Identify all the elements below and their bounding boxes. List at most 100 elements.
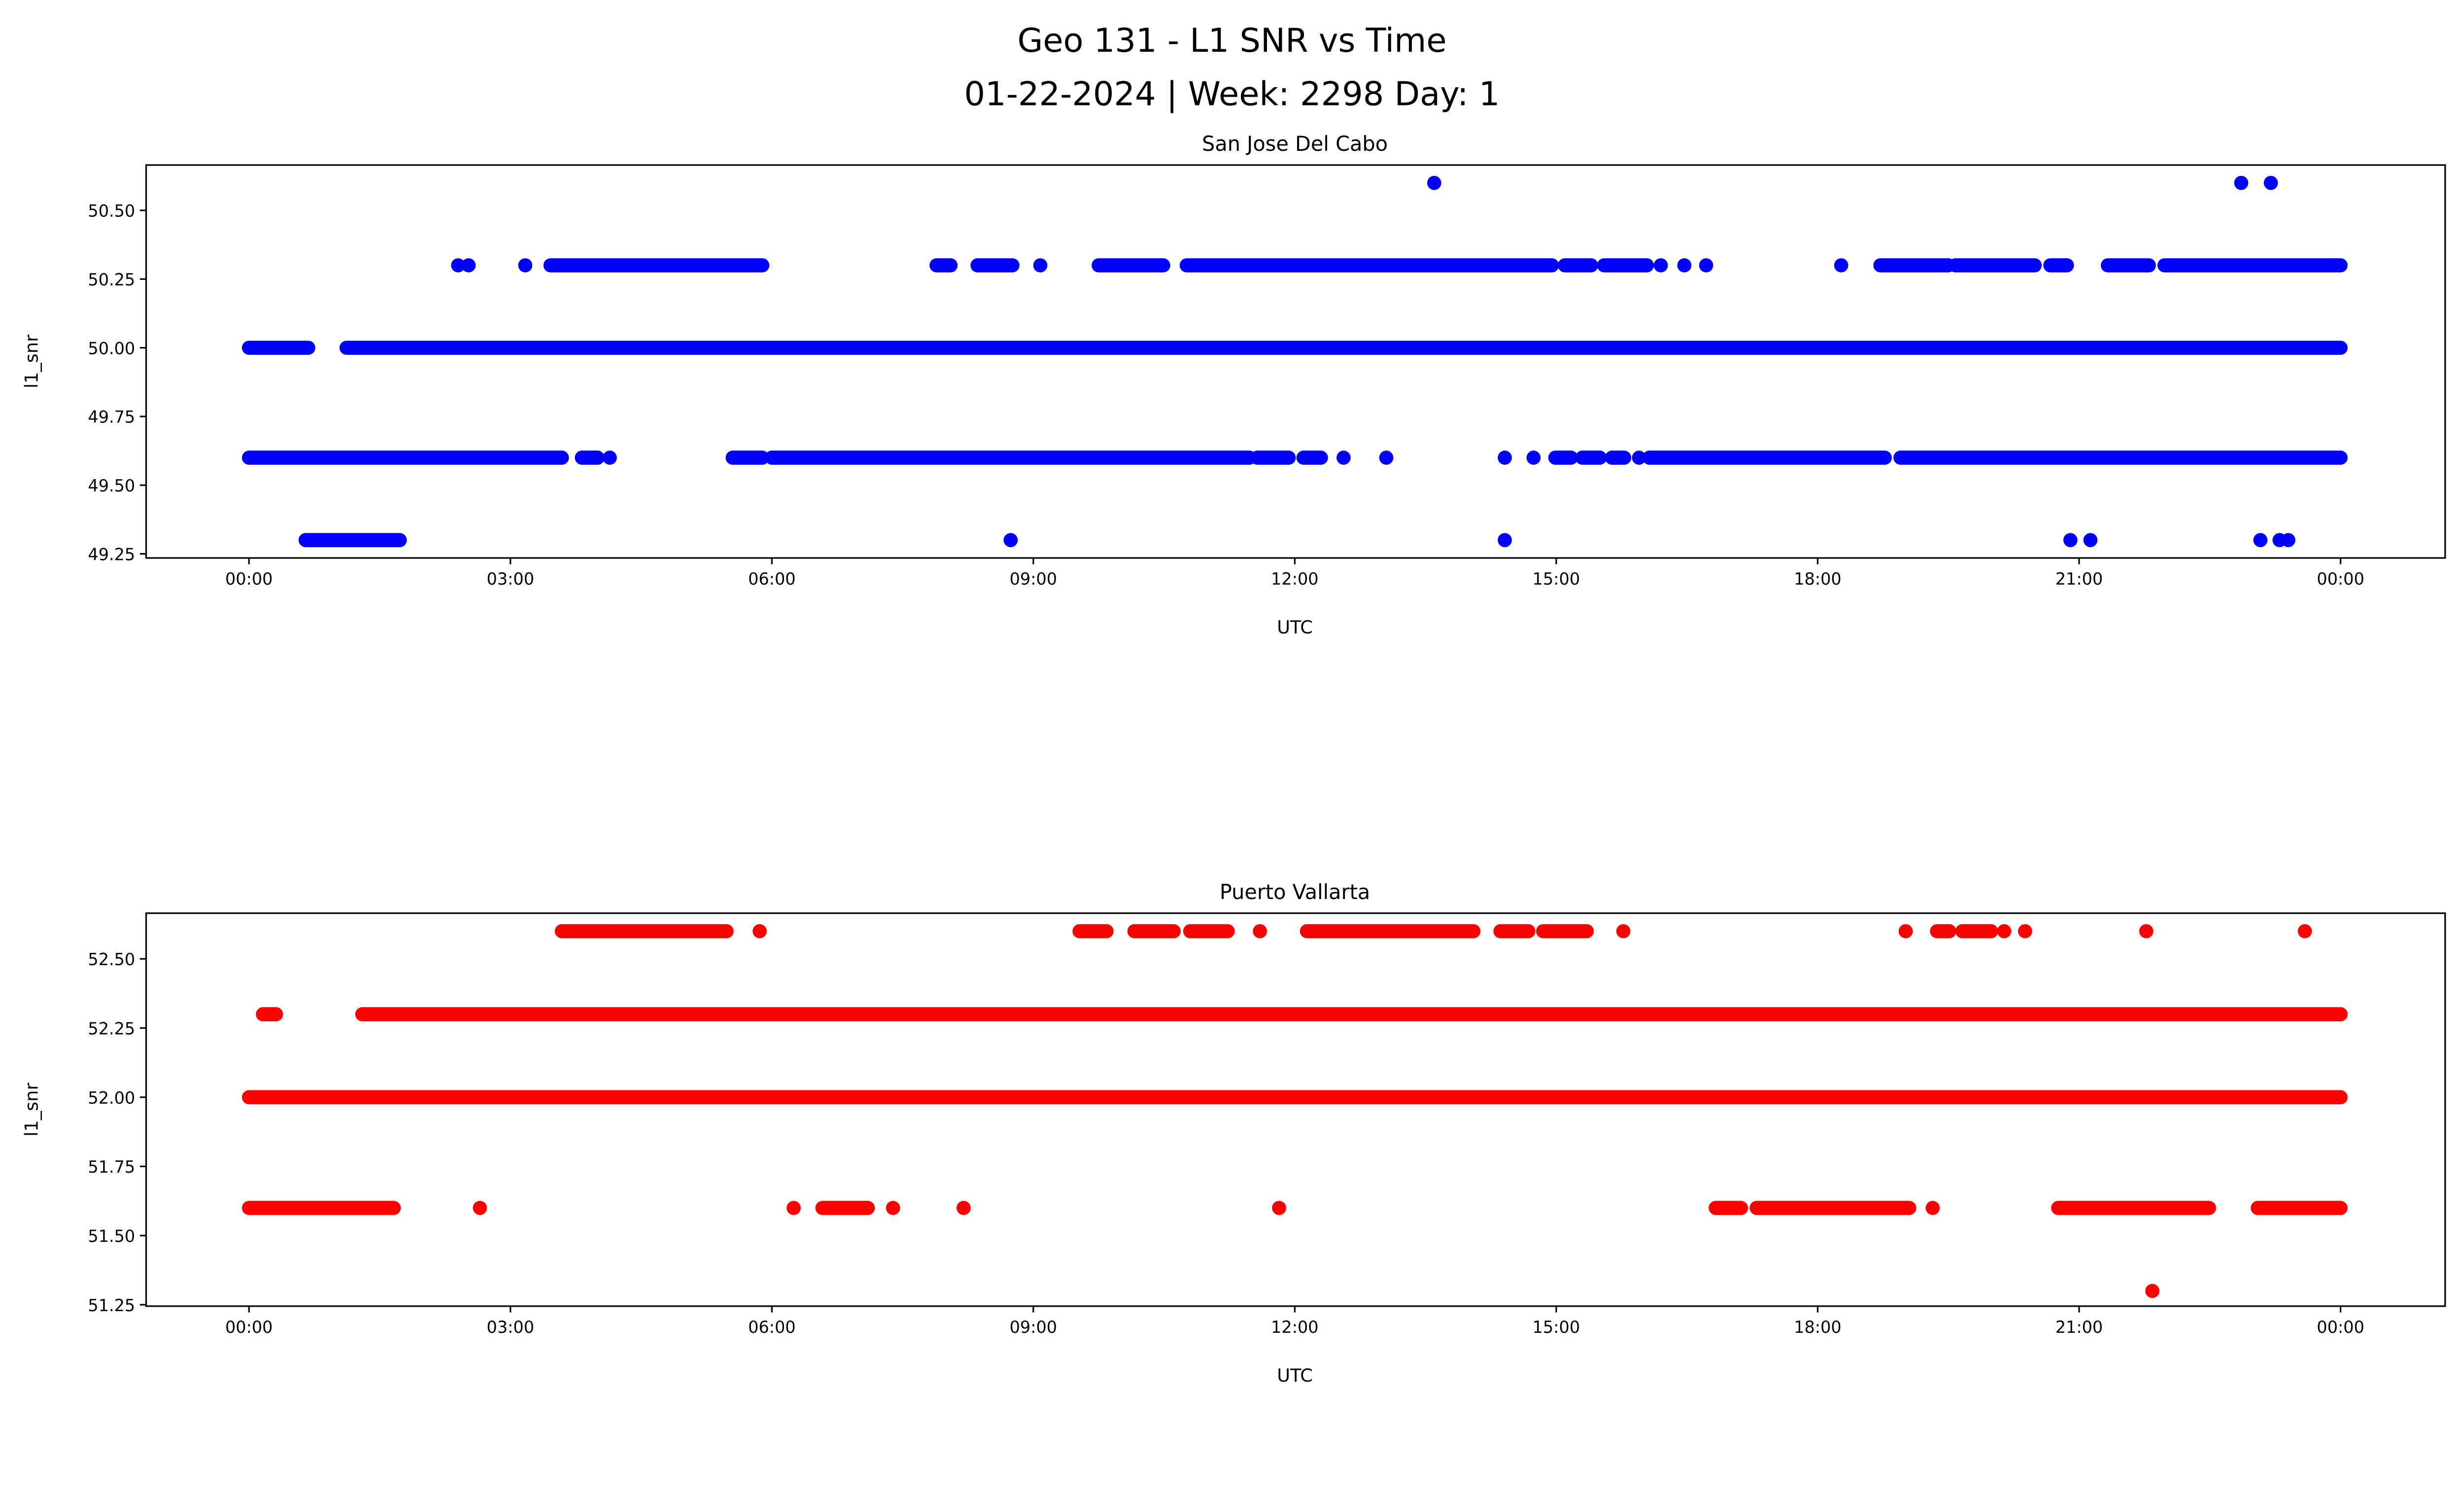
data-point xyxy=(1925,1201,1940,1215)
data-run xyxy=(554,924,620,939)
data-point xyxy=(518,258,533,273)
data-run xyxy=(1955,924,1998,939)
data-run xyxy=(1072,924,1114,939)
data-point xyxy=(1498,451,1512,465)
data-run xyxy=(1597,258,1654,273)
data-run xyxy=(256,1007,283,1021)
x-tick-label: 06:00 xyxy=(748,569,795,589)
x-tick-label: 15:00 xyxy=(1533,569,1580,589)
data-run xyxy=(575,451,605,465)
axes-frame xyxy=(145,164,2446,559)
data-run xyxy=(970,258,1020,273)
data-run xyxy=(608,924,734,939)
data-run xyxy=(298,533,407,548)
data-run xyxy=(1296,451,1328,465)
data-point xyxy=(473,1201,487,1215)
data-point xyxy=(1997,924,2012,939)
data-point xyxy=(1526,451,1541,465)
chart-subtitle: 01-22-2024 | Week: 2298 Day: 1 xyxy=(964,75,1500,113)
y-tick-label: 52.00 xyxy=(88,1088,135,1108)
data-point xyxy=(1272,1201,1286,1215)
data-run xyxy=(1893,451,2348,465)
data-run xyxy=(1709,1201,1748,1215)
data-run xyxy=(1092,258,1170,273)
data-run xyxy=(1183,924,1235,939)
panel-puerto-vallarta: Puerto Vallarta UTC l1_snr 00:00 03:00 06:… xyxy=(21,880,2446,1386)
data-run xyxy=(1300,924,1481,939)
x-tick-label: 00:00 xyxy=(225,569,273,589)
data-point xyxy=(2281,533,2295,548)
data-point xyxy=(1498,533,1512,548)
x-tick-label: 12:00 xyxy=(1271,1318,1318,1337)
data-run xyxy=(1179,258,1559,273)
data-point xyxy=(2253,533,2268,548)
data-run xyxy=(1575,451,1607,465)
axes-frame xyxy=(145,912,2446,1307)
data-run xyxy=(764,451,1257,465)
data-run xyxy=(241,451,569,465)
x-tick-label: 09:00 xyxy=(1010,569,1057,589)
y-tick-label: 50.00 xyxy=(88,339,135,358)
y-tick-label: 49.50 xyxy=(88,476,135,495)
data-run xyxy=(241,341,315,355)
data-point xyxy=(1427,175,1441,190)
data-run xyxy=(1127,924,1181,939)
panel-san-jose-del-cabo: San Jose Del Cabo UTC l1_snr 00:00 03:00 0… xyxy=(21,132,2446,638)
data-run xyxy=(2251,1201,2348,1215)
y-tick-label: 50.25 xyxy=(88,270,135,289)
data-point xyxy=(1632,451,1646,465)
data-run xyxy=(241,1090,2348,1105)
x-tick-label: 15:00 xyxy=(1533,1318,1580,1337)
data-run xyxy=(2051,1201,2216,1215)
snr-chart: Geo 131 - L1 SNR vs Time 01-22-2024 | We… xyxy=(21,21,2446,1386)
data-point xyxy=(787,1201,801,1215)
data-point xyxy=(451,258,466,273)
data-run xyxy=(543,258,770,273)
data-points xyxy=(241,175,2348,548)
data-run xyxy=(1250,451,1296,465)
data-run xyxy=(2157,258,2348,273)
data-point xyxy=(2139,924,2154,939)
data-run xyxy=(1536,924,1594,939)
data-run xyxy=(2100,258,2156,273)
x-axis-label: UTC xyxy=(1277,617,1313,638)
data-run xyxy=(1548,451,1578,465)
data-point xyxy=(1834,258,1848,273)
data-point xyxy=(1033,258,1048,273)
data-point xyxy=(2083,533,2098,548)
data-run xyxy=(355,1007,2348,1021)
y-tick-label: 51.75 xyxy=(88,1157,135,1177)
x-tick-label: 21:00 xyxy=(2055,1318,2103,1337)
y-tick-label: 52.25 xyxy=(88,1019,135,1038)
x-tick-label: 09:00 xyxy=(1010,1318,1057,1337)
x-axis-label: UTC xyxy=(1277,1365,1313,1386)
x-tick-label: 21:00 xyxy=(2055,569,2103,589)
data-run xyxy=(1558,258,1598,273)
data-run xyxy=(1749,1201,1916,1215)
data-point xyxy=(461,258,476,273)
data-point xyxy=(886,1201,900,1215)
data-points xyxy=(241,924,2348,1298)
data-run xyxy=(339,341,2348,355)
data-point xyxy=(2063,533,2078,548)
data-point xyxy=(753,924,767,939)
data-point xyxy=(1003,533,1018,548)
y-tick-label: 49.25 xyxy=(88,545,135,564)
data-run xyxy=(1642,451,1892,465)
data-point xyxy=(1253,924,1267,939)
data-point xyxy=(1653,258,1668,273)
y-tick-label: 50.50 xyxy=(88,202,135,221)
data-point xyxy=(2263,175,2278,190)
y-tick-label: 52.50 xyxy=(88,950,135,969)
data-run xyxy=(2043,258,2074,273)
panel-title: Puerto Vallarta xyxy=(1220,880,1370,904)
data-run xyxy=(1493,924,1536,939)
x-tick-label: 03:00 xyxy=(487,569,534,589)
y-axis-label: l1_snr xyxy=(21,334,42,388)
x-tick-label: 12:00 xyxy=(1271,569,1318,589)
data-point xyxy=(2018,924,2032,939)
data-point xyxy=(2297,924,2312,939)
x-tick-label: 18:00 xyxy=(1794,569,1841,589)
data-point xyxy=(1379,451,1394,465)
data-point xyxy=(1616,924,1631,939)
